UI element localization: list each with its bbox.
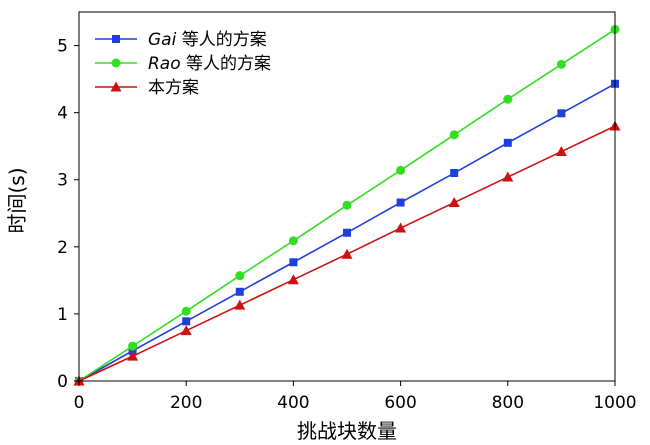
legend-marker xyxy=(110,81,122,92)
data-point xyxy=(503,138,512,147)
data-point xyxy=(396,165,406,175)
x-axis-title: 挑战块数量 xyxy=(297,419,397,443)
x-tick-label: 800 xyxy=(492,393,524,413)
data-point xyxy=(449,130,459,140)
legend-label-text: 本方案 xyxy=(148,78,199,98)
legend-marker xyxy=(112,35,120,43)
y-tick-label: 2 xyxy=(57,238,68,258)
data-point xyxy=(128,341,138,351)
plot-frame xyxy=(78,11,616,382)
series-1 xyxy=(75,79,619,385)
legend-label: 本方案 xyxy=(148,78,199,98)
data-point xyxy=(287,274,299,285)
legend-item: Rao 等人的方案 xyxy=(95,54,271,74)
data-point xyxy=(450,169,459,178)
data-point xyxy=(395,222,407,233)
data-point xyxy=(234,299,246,310)
x-tick-label: 200 xyxy=(170,393,202,413)
x-tick-label: 600 xyxy=(384,393,416,413)
series-2 xyxy=(74,24,620,386)
data-point xyxy=(235,287,244,296)
data-point xyxy=(556,59,566,69)
y-tick-label: 0 xyxy=(57,372,68,392)
y-tick-label: 5 xyxy=(57,37,68,57)
data-point xyxy=(289,258,298,267)
data-point xyxy=(555,146,567,157)
data-point xyxy=(396,198,405,207)
y-tick-label: 4 xyxy=(57,104,68,124)
data-point xyxy=(342,200,352,210)
data-point xyxy=(343,228,351,237)
y-axis-title: 时间(s) xyxy=(5,167,29,233)
data-point xyxy=(448,197,460,208)
legend-marker xyxy=(111,58,121,68)
x-tick-label: 400 xyxy=(277,393,309,413)
legend-label: Gai 等人的方案 xyxy=(148,30,267,50)
data-point xyxy=(180,325,192,336)
data-point xyxy=(182,317,191,326)
y-tick-label: 1 xyxy=(57,305,68,325)
x-tick-label: 0 xyxy=(74,393,85,413)
data-point xyxy=(127,350,139,361)
series-layer xyxy=(73,24,621,386)
x-axis: 0 200 400 600 800 1000 xyxy=(74,381,637,413)
series-3 xyxy=(73,120,621,386)
legend-label-text: 等人的方案 xyxy=(176,30,266,50)
data-point xyxy=(288,236,298,246)
legend-item: 本方案 xyxy=(95,78,199,98)
y-tick-label: 3 xyxy=(57,171,68,191)
x-tick-label: 1000 xyxy=(593,393,636,413)
legend-label: Rao 等人的方案 xyxy=(148,54,271,74)
legend-item: Gai 等人的方案 xyxy=(95,30,267,50)
y-axis: 0 1 2 3 4 5 xyxy=(57,37,79,392)
data-point xyxy=(341,248,353,259)
legend-label-text: 等人的方案 xyxy=(181,54,271,74)
data-point xyxy=(557,109,566,118)
data-point xyxy=(181,306,191,316)
data-point xyxy=(235,271,245,281)
plot-area: 0 200 400 600 800 1000 0 1 2 3 4 5 xyxy=(57,11,637,413)
data-point xyxy=(502,171,514,182)
legend-label-italic: Gai xyxy=(148,30,177,50)
data-point xyxy=(503,94,513,104)
legend-label-italic: Rao xyxy=(148,54,181,74)
